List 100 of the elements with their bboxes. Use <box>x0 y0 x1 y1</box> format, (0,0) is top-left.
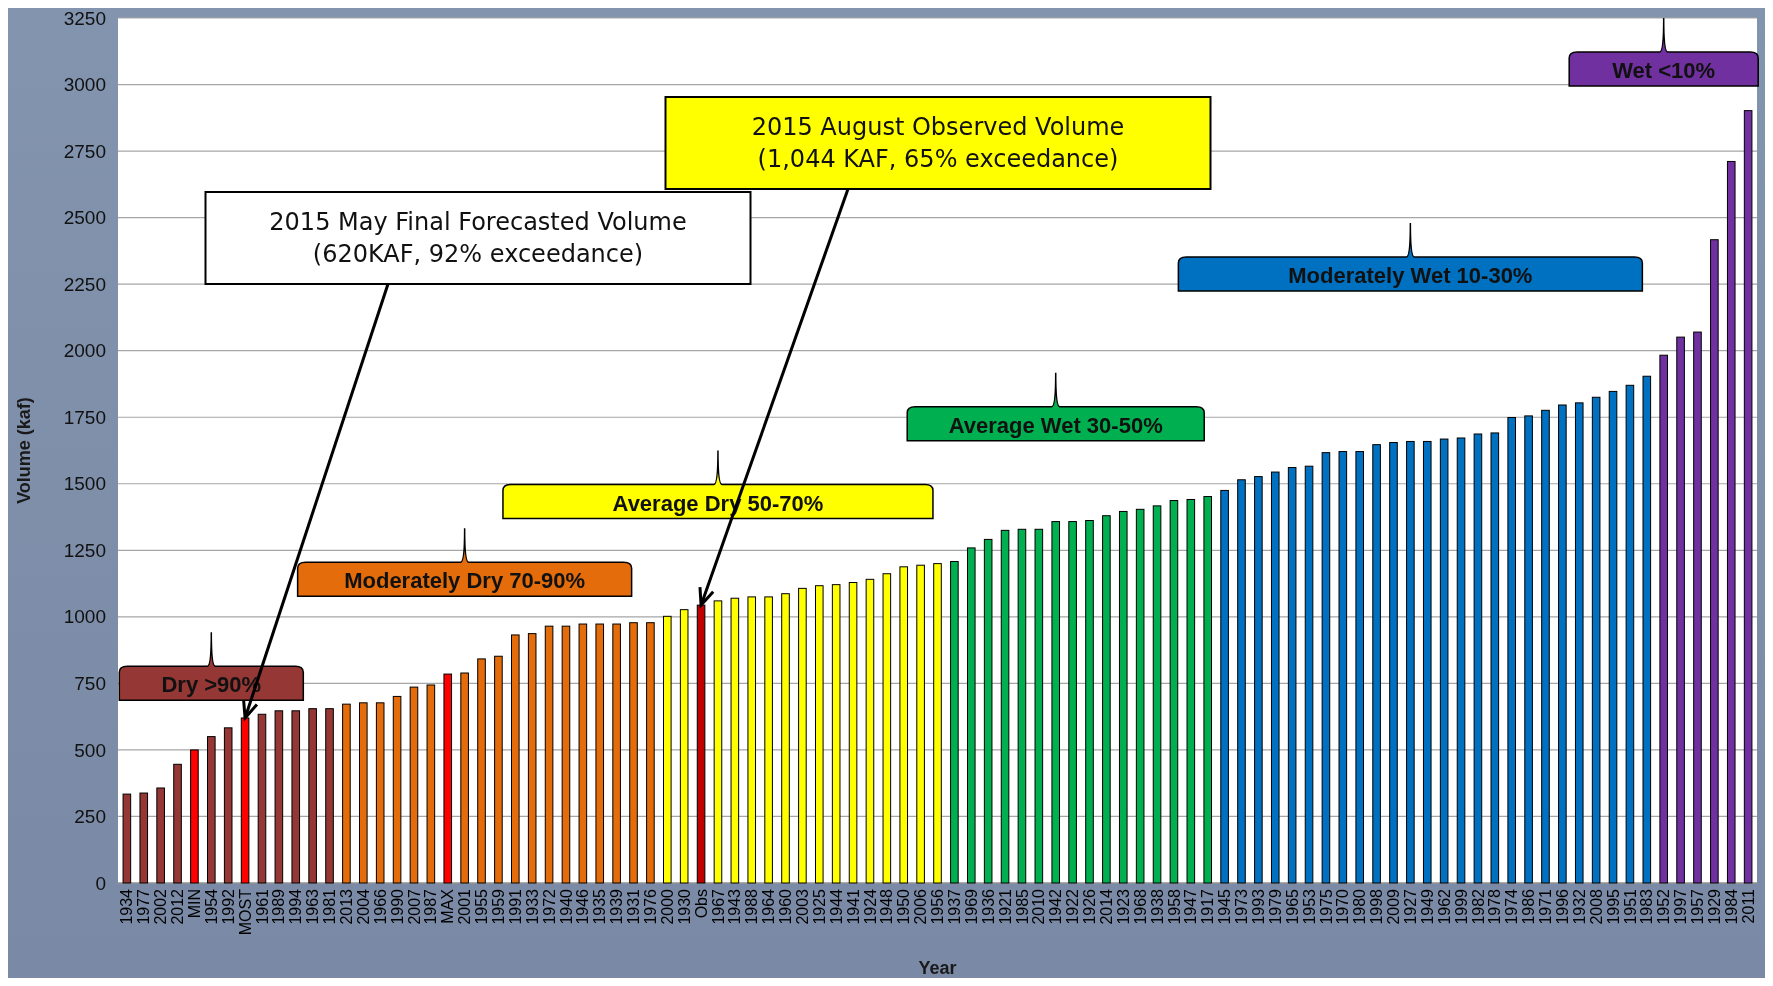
bar <box>1574 402 1584 884</box>
x-tick-label: 1949 <box>1418 888 1436 925</box>
x-tick-label: 1946 <box>574 888 592 925</box>
y-tick-label: 750 <box>74 673 106 695</box>
y-tick-label: 1250 <box>63 539 106 561</box>
x-tick-label: 1940 <box>557 888 575 925</box>
bar <box>392 695 402 884</box>
y-tick-label: 2750 <box>63 140 106 162</box>
x-tick-label: 2001 <box>456 888 474 925</box>
y-tick-label: 2500 <box>63 207 106 229</box>
x-tick-label: 1939 <box>608 888 626 925</box>
bar <box>966 547 976 884</box>
bar <box>781 593 790 884</box>
bar <box>511 634 520 884</box>
bar <box>1676 336 1685 884</box>
bar <box>1085 520 1094 884</box>
bar <box>1541 409 1550 884</box>
x-tick-label: 1994 <box>287 888 305 925</box>
bar <box>1524 415 1533 884</box>
x-tick-label: 1971 <box>1537 888 1555 925</box>
bar <box>494 655 503 884</box>
bar <box>646 622 655 884</box>
x-tick-label: 1982 <box>1469 888 1487 925</box>
x-tick-label: 2006 <box>912 888 930 925</box>
bar <box>1659 354 1668 884</box>
bar <box>190 749 199 884</box>
x-tick-label: 2003 <box>793 888 811 925</box>
x-tick-label: 1972 <box>540 888 558 925</box>
x-tick-label: 1938 <box>1148 888 1166 925</box>
y-tick-label: 3250 <box>63 7 106 29</box>
bar <box>308 708 317 884</box>
bar <box>595 623 605 884</box>
bar <box>713 600 723 884</box>
x-tick-label: 1986 <box>1520 888 1538 925</box>
bar <box>477 658 486 884</box>
x-tick-label: 1987 <box>422 888 440 925</box>
bar <box>1507 417 1516 884</box>
bar <box>1152 505 1162 884</box>
bar <box>527 633 537 884</box>
bar <box>1558 404 1567 884</box>
x-tick-label: 1936 <box>979 888 997 925</box>
x-tick-label: 1997 <box>1672 888 1690 925</box>
x-tick-label: 1948 <box>878 888 896 925</box>
bar <box>983 538 993 884</box>
x-tick-label: 1960 <box>777 888 795 925</box>
x-tick-label: 2000 <box>658 888 676 925</box>
bar <box>865 578 875 884</box>
x-tick-label: 1930 <box>675 888 693 925</box>
bar <box>1406 440 1415 884</box>
annotation: Wet <10% <box>1612 58 1716 83</box>
bar <box>375 702 385 884</box>
x-tick-label: 1952 <box>1655 888 1673 925</box>
bar <box>950 560 959 884</box>
x-tick-label: 1976 <box>642 888 659 925</box>
x-tick-label: 2010 <box>1030 888 1048 925</box>
x-tick-label: Obs <box>692 889 710 919</box>
bar <box>1169 500 1179 884</box>
x-tick-label: 1990 <box>388 888 406 925</box>
x-tick-label: 1945 <box>1216 888 1234 925</box>
x-tick-label: 1974 <box>1503 888 1521 925</box>
x-tick-label: 1992 <box>219 888 237 925</box>
x-tick-label: 1966 <box>371 888 389 925</box>
y-tick-label: 1500 <box>63 473 106 495</box>
bar <box>325 708 334 884</box>
bar <box>207 736 216 884</box>
bar <box>1068 521 1077 884</box>
bar <box>342 703 351 884</box>
x-tick-label: 1947 <box>1182 888 1200 925</box>
x-tick-label: 1921 <box>996 888 1014 925</box>
x-tick-label: 1965 <box>1283 888 1301 925</box>
bar <box>814 585 824 884</box>
x-tick-label: MOST <box>236 888 254 936</box>
bar <box>1287 467 1297 884</box>
x-tick-label: 1941 <box>844 888 862 925</box>
bar <box>848 582 858 884</box>
x-tick-label: 1955 <box>473 888 491 925</box>
x-tick-label: 1959 <box>490 888 508 925</box>
annotation: Moderately Dry 70-90% <box>344 568 586 594</box>
bar <box>916 564 925 884</box>
y-tick-label: 1000 <box>63 606 106 628</box>
x-tick-label: 1942 <box>1047 888 1065 925</box>
bar <box>1237 479 1246 884</box>
bar <box>1135 508 1145 884</box>
bar <box>1338 451 1348 884</box>
bar <box>933 563 942 884</box>
bar <box>460 672 469 884</box>
bar <box>1355 451 1365 884</box>
x-tick-label: 1954 <box>202 888 220 925</box>
x-tick-label: 2011 <box>1739 888 1757 924</box>
bar <box>1710 239 1719 884</box>
bar <box>1473 433 1483 884</box>
y-tick-label: 2250 <box>63 273 106 295</box>
bar <box>1270 471 1280 884</box>
bar <box>612 623 621 884</box>
annotation: 2015 May Final Forecasted Volume (620KAF, 92% exceedance) <box>269 208 687 269</box>
x-tick-label: 1996 <box>1553 888 1571 925</box>
x-tick-label: 1979 <box>1266 888 1284 925</box>
bar <box>679 609 689 884</box>
y-tick-label: 500 <box>74 739 106 761</box>
bar <box>240 717 250 884</box>
